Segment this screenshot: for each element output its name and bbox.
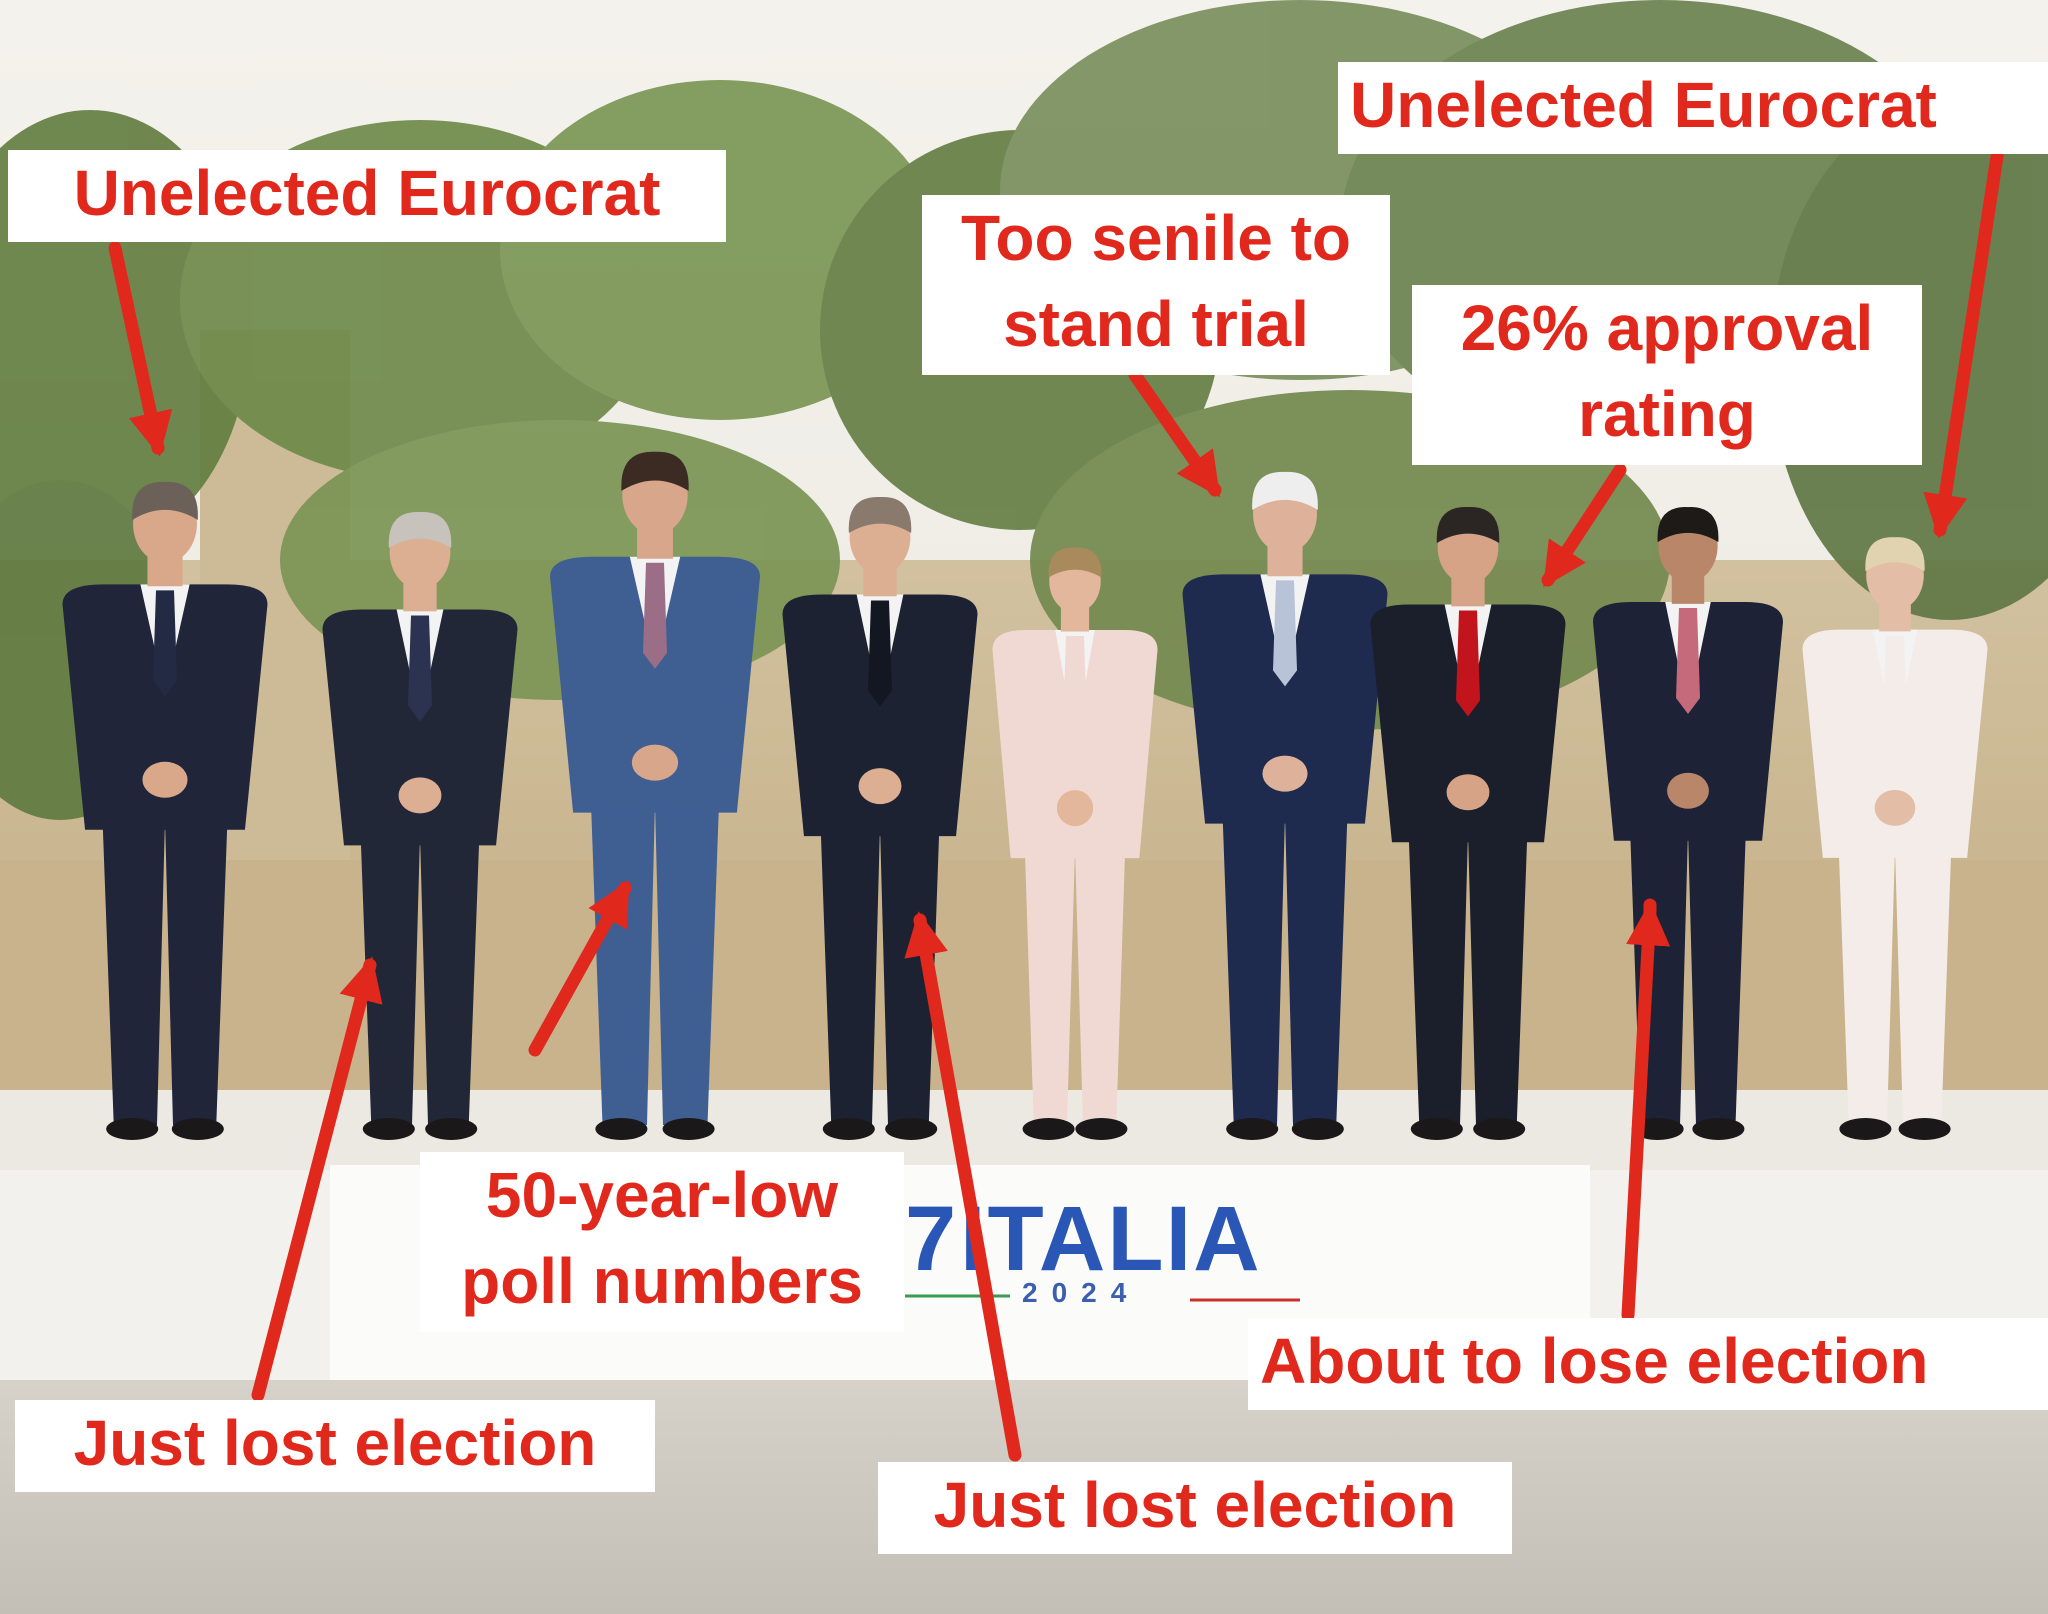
label-line: 26% approval: [1460, 292, 1874, 364]
person-jacket: [62, 584, 268, 830]
label-line: stand trial: [1003, 288, 1309, 360]
person-shoe: [1226, 1118, 1279, 1140]
person-legs: [1023, 818, 1127, 1125]
person-hands: [398, 777, 442, 814]
person-tie: [1676, 608, 1700, 715]
person-jacket: [992, 629, 1158, 859]
person-tie: [1063, 635, 1087, 742]
person-shoe: [595, 1118, 648, 1140]
label-unelected-eurocrat-left: Unelected Eurocrat: [8, 150, 726, 242]
person-hair: [848, 496, 912, 534]
person-hair: [621, 451, 689, 491]
person-legs: [1837, 817, 1953, 1125]
label-line: poll numbers: [461, 1245, 863, 1317]
person-hands: [1262, 755, 1308, 792]
person-hands: [858, 768, 902, 805]
label-line: rating: [1578, 378, 1756, 450]
label-line: About to lose election: [1260, 1325, 1929, 1397]
person-shoe: [1291, 1118, 1344, 1140]
label-line: 50-year-low: [485, 1159, 839, 1231]
person-figure: [1182, 471, 1388, 1140]
person-tie: [868, 600, 892, 707]
person-hands: [631, 744, 679, 781]
person-hands: [1667, 772, 1709, 809]
label-just-lost-center: Just lost election: [878, 1462, 1512, 1554]
person-shoe: [1410, 1118, 1463, 1140]
person-shoe: [1022, 1118, 1075, 1140]
person-jacket: [1182, 574, 1388, 824]
logo-mark: 7: [905, 1188, 956, 1290]
label-too-senile: Too senile to stand trial: [922, 195, 1390, 375]
person-shoe: [885, 1118, 938, 1140]
person-legs: [359, 805, 481, 1125]
person-jacket: [1593, 602, 1783, 841]
person-shoe: [1473, 1118, 1526, 1140]
person-figure: [782, 496, 978, 1140]
person-jacket: [782, 594, 978, 837]
person-shoe: [822, 1118, 875, 1140]
logo-word: ITALIA: [960, 1188, 1262, 1290]
label-poll-numbers: 50-year-low poll numbers: [420, 1152, 904, 1332]
person-shoe: [1692, 1118, 1745, 1140]
person-jacket: [322, 609, 518, 846]
person-figure: [62, 481, 268, 1140]
leaders-lineup: [62, 451, 1988, 1140]
person-tie: [408, 615, 432, 722]
person-hair: [132, 481, 198, 520]
person-legs: [1407, 802, 1529, 1125]
person-hair: [1657, 507, 1719, 543]
person-hair: [1252, 471, 1318, 510]
person-figure: [1802, 537, 1988, 1140]
person-hands: [1446, 774, 1490, 811]
label-line: Too senile to: [961, 202, 1351, 274]
person-figure: [1593, 507, 1783, 1140]
logo-year: 2024: [1022, 1277, 1140, 1308]
person-hair: [1436, 506, 1500, 544]
person-shoe: [662, 1118, 715, 1140]
label-line: Just lost election: [73, 1407, 597, 1479]
person-shoe: [171, 1118, 224, 1140]
person-tie: [1883, 635, 1907, 742]
person-jacket: [1802, 629, 1988, 858]
person-shoe: [1075, 1118, 1128, 1140]
person-hair: [1048, 547, 1102, 578]
label-line: Unelected Eurocrat: [1350, 69, 1937, 141]
person-shoe: [1631, 1118, 1684, 1140]
person-shoe: [1898, 1118, 1951, 1140]
label-line: Just lost election: [933, 1469, 1457, 1541]
person-legs: [1629, 800, 1747, 1125]
person-shoe: [425, 1118, 478, 1140]
person-jacket: [1370, 604, 1566, 843]
person-figure: [322, 511, 518, 1140]
person-shoe: [1839, 1118, 1892, 1140]
person-legs: [101, 789, 229, 1125]
label-line: Unelected Eurocrat: [73, 157, 661, 229]
person-hands: [1056, 790, 1094, 827]
label-just-lost-left: Just lost election: [15, 1400, 655, 1492]
person-legs: [1221, 783, 1349, 1125]
label-about-to-lose: About to lose election: [1248, 1318, 2048, 1410]
person-hands: [142, 761, 188, 798]
person-tie: [1456, 610, 1480, 717]
person-hair: [388, 511, 452, 549]
label-unelected-eurocrat-right: Unelected Eurocrat: [1338, 62, 2048, 154]
person-figure: [1370, 506, 1566, 1140]
person-hair: [1865, 537, 1925, 572]
label-approval-rating: 26% approval rating: [1412, 285, 1922, 465]
person-hands: [1874, 789, 1916, 826]
person-tie: [1273, 580, 1297, 687]
person-tie: [643, 562, 667, 669]
person-shoe: [106, 1118, 159, 1140]
person-figure: [992, 547, 1158, 1140]
person-legs: [819, 796, 941, 1125]
person-tie: [153, 590, 177, 697]
person-shoe: [362, 1118, 415, 1140]
person-jacket: [550, 556, 760, 813]
